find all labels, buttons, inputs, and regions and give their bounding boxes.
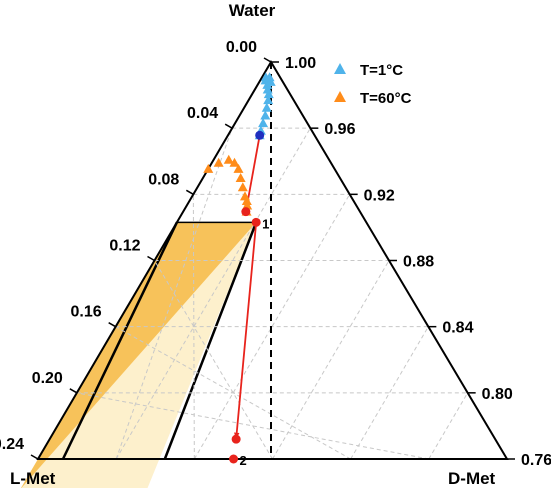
point-series-0-5: [261, 102, 272, 112]
left-tick-label-0: 0.00: [226, 39, 257, 56]
grid-l-5: [76, 392, 429, 460]
grid-r-3: [272, 260, 390, 460]
marked-point-0: [255, 130, 265, 140]
left-tick-label-2: 0.08: [148, 171, 179, 188]
point-series-0-7: [258, 118, 269, 128]
point-series-1-6: [237, 182, 248, 192]
legend-marker-series-0: [334, 63, 346, 74]
left-tick-mark-0: [263, 57, 272, 63]
vertex-label-top: Water: [229, 1, 276, 20]
left-tick-mark-6: [30, 454, 39, 460]
data-series: 12: [203, 72, 276, 468]
left-tick-mark-3: [147, 255, 155, 262]
right-tick-label-4: 0.84: [442, 320, 473, 337]
left-tick-mark-5: [69, 388, 78, 394]
region-boundary-2: [163, 221, 258, 460]
marked-point-3: [231, 434, 241, 444]
marked-point-1: [241, 207, 251, 217]
left-tick-mark-2: [185, 189, 194, 195]
legend-label-series-0: T=1°C: [360, 62, 403, 79]
legend-marker-series-1: [334, 91, 346, 102]
phase-regions: [20, 221, 258, 488]
left-tick-label-6: 0.24: [0, 436, 24, 453]
legend: T=1°C T=60°C: [334, 62, 412, 107]
grid-r-4: [350, 326, 429, 460]
right-tick-label-1: 0.96: [324, 121, 355, 138]
marked-point-label-2: 1: [262, 216, 269, 231]
grid-l-3: [154, 260, 273, 460]
grid-r-1: [115, 127, 311, 460]
point-series-1-9: [242, 200, 253, 210]
right-tick-label-0: 1.00: [285, 55, 316, 72]
vertex-label-left: L-Met: [10, 469, 56, 488]
region-1: [21, 222, 257, 488]
left-tick-mark-1: [224, 123, 233, 129]
point-series-1-2: [223, 154, 234, 164]
point-series-0-11: [264, 72, 275, 82]
grid-lines: [76, 62, 469, 460]
point-series-0-2: [262, 84, 273, 94]
point-series-0-12: [265, 76, 276, 86]
point-series-1-0: [203, 163, 214, 173]
point-series-1-4: [233, 163, 244, 173]
region-boundary-0: [61, 221, 179, 460]
grid-r-5: [428, 392, 469, 460]
left-tick-label-1: 0.04: [187, 105, 218, 122]
right-tick-label-5: 0.80: [482, 386, 513, 403]
point-series-0-4: [263, 95, 274, 105]
point-series-1-1: [213, 157, 224, 167]
tick-labels: 0.00 0.04 0.08 0.12 0.16 0.20 0.24 1.00 0.96 0.92…: [0, 39, 551, 469]
point-series-1-3: [229, 157, 240, 167]
marked-point-2: [251, 217, 261, 227]
point-series-1-8: [241, 195, 252, 205]
grid-r-2: [193, 194, 351, 460]
left-tick-label-4: 0.16: [71, 304, 102, 321]
point-series-0-6: [260, 110, 271, 120]
left-tick-mark-4: [108, 322, 117, 328]
right-tick-label-3: 0.88: [403, 254, 434, 271]
tie-line-1: [235, 222, 258, 440]
marked-point-label-4: 2: [240, 453, 247, 468]
right-tick-label-2: 0.92: [364, 187, 395, 204]
point-series-0-3: [263, 89, 274, 99]
legend-label-series-1: T=60°C: [360, 90, 412, 107]
vertex-label-right: D-Met: [448, 469, 496, 488]
left-tick-label-3: 0.12: [109, 238, 140, 255]
left-tick-label-5: 0.20: [32, 370, 63, 387]
right-tick-label-6: 0.76: [521, 452, 551, 469]
point-series-1-5: [235, 173, 246, 183]
marked-point-4: [229, 454, 239, 464]
